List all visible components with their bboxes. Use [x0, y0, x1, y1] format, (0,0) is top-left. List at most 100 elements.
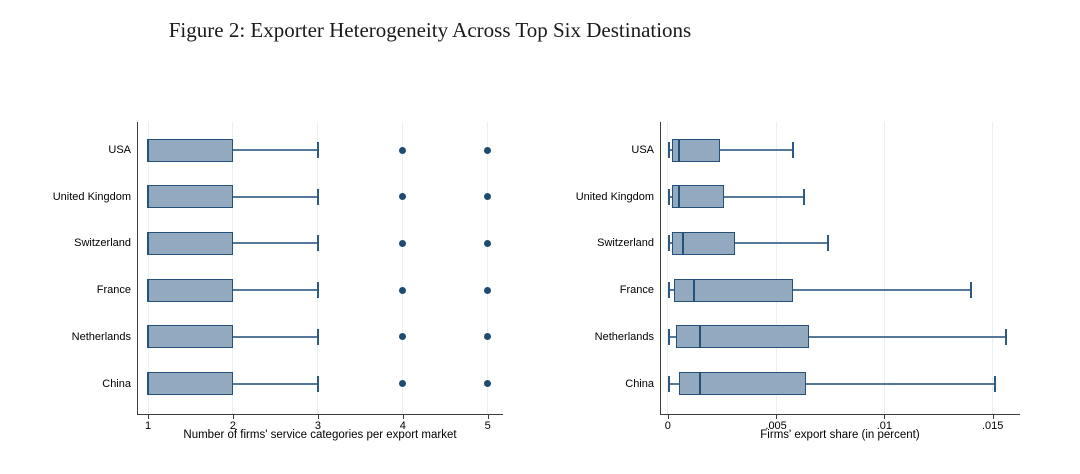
gridline — [402, 122, 404, 414]
y-axis-line — [660, 122, 661, 414]
whisker-cap-high — [827, 235, 830, 252]
whisker-line-high — [232, 335, 318, 338]
x-axis-title-left: Number of firms' service categories per … — [183, 429, 457, 441]
whisker-line-high — [734, 242, 829, 245]
x-tick-label: .01 — [876, 420, 893, 432]
whisker-cap-high — [316, 375, 319, 392]
whisker-line-high — [232, 195, 318, 198]
gridline — [317, 122, 319, 414]
category-label: United Kingdom — [52, 190, 131, 203]
whisker-cap-low — [667, 188, 670, 205]
median-line — [147, 372, 150, 395]
outlier-dot — [399, 286, 407, 294]
whisker-cap-high — [316, 282, 319, 299]
category-label: China — [625, 377, 654, 390]
x-tick-label: 3 — [314, 420, 321, 432]
box — [148, 231, 233, 255]
whisker-line-high — [232, 242, 318, 245]
box — [148, 185, 233, 209]
x-tick — [992, 415, 994, 419]
outlier-dot — [399, 239, 407, 247]
outlier-dot — [484, 193, 492, 201]
median-line — [147, 185, 150, 209]
median-line — [147, 278, 150, 302]
category-label: Netherlands — [594, 330, 654, 343]
median-line — [692, 278, 695, 302]
whisker-cap-low — [667, 328, 670, 345]
x-tick-label: 1 — [144, 420, 152, 432]
x-tick-label: 5 — [484, 420, 491, 432]
whisker-cap-high — [792, 142, 795, 158]
x-tick-label: 2 — [229, 420, 237, 432]
outlier-dot — [484, 146, 492, 154]
whisker-cap-low — [667, 282, 670, 299]
gridline — [667, 122, 669, 414]
box — [148, 325, 233, 349]
box — [678, 372, 807, 395]
median-line — [677, 185, 680, 209]
whisker-cap-high — [970, 282, 973, 299]
whisker-line-low — [668, 195, 673, 198]
whisker-cap-high — [316, 328, 319, 345]
whisker-line-high — [719, 149, 794, 151]
x-tick — [667, 415, 669, 419]
x-tick-label: 0 — [664, 420, 671, 432]
median-line — [147, 231, 150, 255]
whisker-cap-low — [667, 235, 670, 252]
whisker-cap-high — [316, 235, 319, 252]
box — [672, 231, 735, 255]
x-axis-title-right: Firms' export share (in percent) — [760, 429, 920, 441]
box — [148, 138, 233, 162]
gridline — [147, 122, 149, 414]
category-label: USA — [108, 144, 131, 156]
x-axis-line — [137, 414, 503, 415]
whisker-line-high — [806, 382, 995, 385]
whisker-cap-high — [316, 142, 319, 158]
y-axis-line — [137, 122, 138, 414]
outlier-dot — [484, 333, 492, 341]
whisker-line-high — [232, 382, 318, 385]
whisker-line-low — [668, 242, 673, 245]
whisker-cap-high — [803, 188, 806, 205]
whisker-cap-low — [667, 142, 670, 158]
box — [148, 278, 233, 302]
whisker-line-high — [724, 195, 805, 198]
gridline — [775, 122, 777, 414]
outlier-dot — [399, 333, 407, 341]
x-tick — [487, 415, 489, 419]
box — [676, 325, 809, 349]
outlier-dot — [484, 286, 492, 294]
x-tick — [776, 415, 778, 419]
outlier-dot — [399, 193, 407, 201]
outlier-dot — [484, 380, 492, 387]
whisker-cap-high — [993, 375, 996, 392]
x-tick — [402, 415, 404, 419]
category-label: Switzerland — [597, 237, 654, 250]
median-line — [677, 138, 680, 162]
outlier-dot — [484, 239, 492, 247]
category-label: Switzerland — [74, 237, 131, 250]
whisker-line-high — [808, 335, 1006, 338]
whisker-line-low — [668, 335, 677, 338]
whisker-line-high — [232, 289, 318, 292]
category-label: China — [102, 377, 131, 390]
median-line — [681, 231, 684, 255]
category-label: USA — [631, 144, 654, 156]
outlier-dot — [399, 380, 407, 387]
whisker-cap-low — [667, 375, 670, 392]
whisker-line-low — [668, 289, 675, 292]
category-label: Netherlands — [71, 330, 131, 343]
whisker-line-high — [232, 149, 318, 151]
median-line — [147, 325, 150, 349]
x-tick — [884, 415, 886, 419]
category-label: United Kingdom — [575, 190, 654, 203]
gridline — [487, 122, 489, 414]
gridline — [232, 122, 234, 414]
x-axis-line — [660, 414, 1020, 415]
figure-title: Figure 2: Exporter Heterogeneity Across … — [168, 18, 692, 42]
whisker-line-low — [668, 382, 679, 385]
x-tick — [232, 415, 234, 419]
gridline — [883, 122, 885, 414]
outlier-dot — [399, 146, 407, 154]
box — [672, 138, 720, 162]
